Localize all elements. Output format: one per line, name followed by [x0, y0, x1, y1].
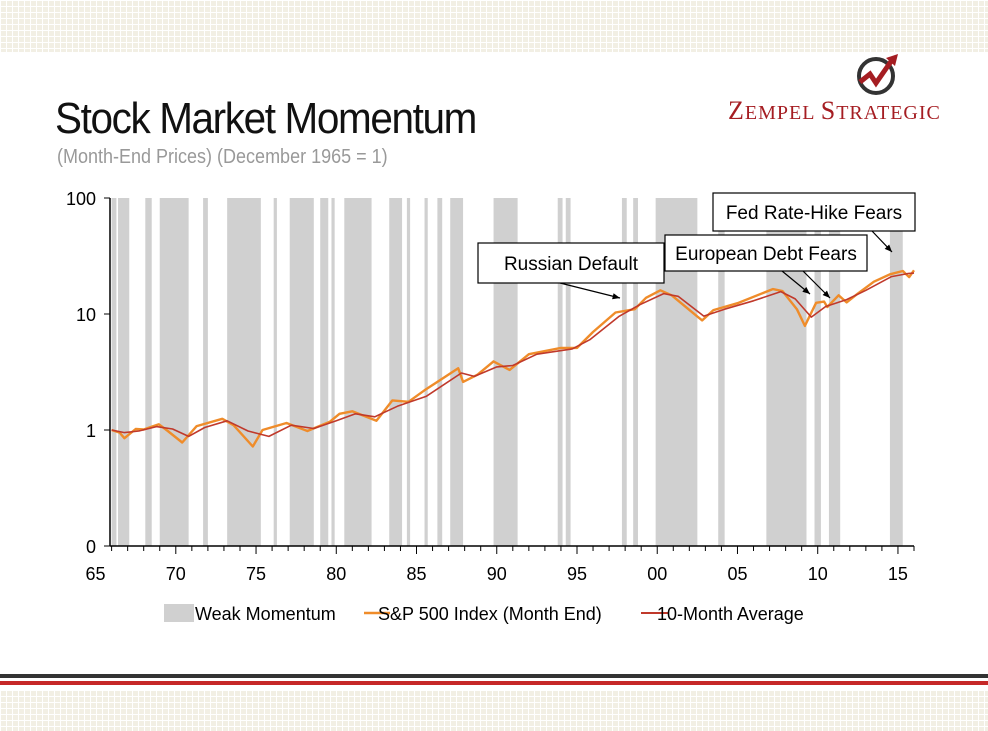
- weak-momentum-band: [289, 198, 314, 546]
- annotation-arrowhead: [802, 286, 810, 294]
- x-tick-label: 70: [166, 564, 186, 584]
- annotation-arrowhead: [612, 293, 620, 300]
- chart-series: [111, 269, 915, 448]
- weak-momentum-band: [828, 198, 841, 546]
- weak-momentum-band: [565, 198, 571, 546]
- legend-label-ten-month-average: 10-Month Average: [657, 604, 804, 624]
- annotation-box: [477, 242, 665, 284]
- x-tick-label: 65: [86, 564, 106, 584]
- weak-momentum-band: [633, 198, 638, 546]
- x-tick-label: 80: [326, 564, 346, 584]
- weak-momentum-band: [389, 198, 403, 546]
- legend-swatch-weak-momentum: [164, 604, 194, 622]
- weak-momentum-band: [814, 198, 821, 546]
- annotation-label: Russian Default: [504, 254, 639, 275]
- weak-momentum-band: [111, 198, 117, 546]
- weak-momentum-band: [344, 198, 372, 546]
- weak-momentum-band: [159, 198, 189, 546]
- weak-momentum-band: [889, 198, 903, 546]
- annotation-box: [664, 234, 868, 272]
- legend-label-sp500: S&P 500 Index (Month End): [378, 604, 602, 624]
- x-tick-label: 00: [647, 564, 667, 584]
- weak-momentum-band: [437, 198, 443, 546]
- chart-annotations: Russian Default European Debt Fears Fed Ra…: [477, 192, 916, 300]
- top-decorative-band: [0, 0, 988, 52]
- weak-momentum-band: [145, 198, 152, 546]
- brand-name: ZEMPEL STRATEGIC: [728, 96, 941, 125]
- page-subtitle: (Month-End Prices) (December 1965 = 1): [57, 146, 388, 168]
- zempel-logo-icon: [857, 54, 898, 95]
- weak-momentum-band: [718, 198, 725, 546]
- annotation-arrowhead: [822, 290, 830, 298]
- x-tick-label: 15: [888, 564, 908, 584]
- x-tick-label: 95: [567, 564, 587, 584]
- legend-label-weak-momentum: Weak Momentum: [195, 604, 336, 624]
- weak-momentum-band: [450, 198, 464, 546]
- weak-momentum-band: [424, 198, 428, 546]
- x-tick-label: 05: [727, 564, 747, 584]
- annotation-box: [712, 192, 916, 232]
- bottom-decorative-band: [0, 690, 988, 731]
- weak-momentum-band: [273, 198, 277, 546]
- momentum-chart: 0 1 10 100 65 70 75 80 85 90 95 00 05 10 15 Russian De…: [66, 189, 916, 624]
- chart-legend: Weak Momentum S&P 500 Index (Month End) 10…: [164, 604, 804, 624]
- x-tick-label: 90: [487, 564, 507, 584]
- annotation-arrowhead: [884, 244, 892, 252]
- chart-axes: 0 1 10 100 65 70 75 80 85 90 95 00 05 10 15: [66, 189, 915, 584]
- y-tick-label: 10: [76, 305, 96, 325]
- x-tick-label: 75: [246, 564, 266, 584]
- weak-momentum-band: [331, 198, 335, 546]
- weak-momentum-band: [320, 198, 329, 546]
- y-tick-label: 100: [66, 189, 96, 209]
- weak-momentum-band: [227, 198, 261, 546]
- x-tick-label: 10: [808, 564, 828, 584]
- y-tick-label: 1: [86, 421, 96, 441]
- x-tick-label: 85: [406, 564, 426, 584]
- divider-dark: [0, 674, 988, 678]
- weak-momentum-band: [406, 198, 411, 546]
- divider-red: [0, 681, 988, 685]
- weak-momentum-shading: [111, 198, 903, 546]
- ten-month-average-line: [111, 272, 915, 438]
- y-tick-label: 0: [86, 537, 96, 557]
- annotation-arrow: [559, 282, 621, 299]
- annotation-label: Fed Rate-Hike Fears: [726, 203, 902, 224]
- weak-momentum-band: [621, 198, 627, 546]
- weak-momentum-band: [203, 198, 208, 546]
- weak-momentum-band: [118, 198, 130, 546]
- page-title: Stock Market Momentum: [55, 94, 477, 143]
- annotation-label: European Debt Fears: [675, 244, 857, 265]
- weak-momentum-band: [557, 198, 563, 546]
